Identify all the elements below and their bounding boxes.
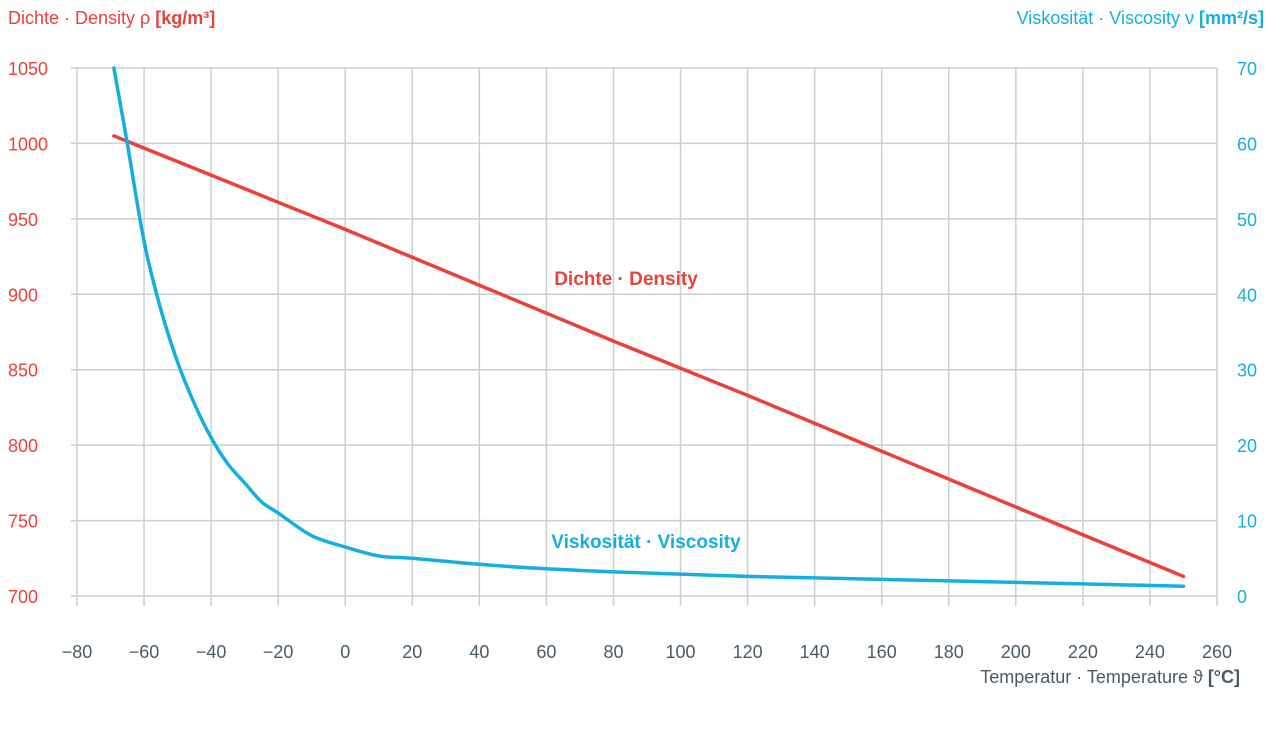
x-axis-title-text: Temperatur · Temperature ϑ [980, 667, 1208, 687]
x-axis-ticks: −80 −60 −40 −20 0 20 40 60 80 100 120 140 160 180 200 2… [62, 642, 1232, 662]
right-tick-label: 30 [1237, 361, 1257, 381]
right-axis-title-unit: [mm²/s] [1199, 8, 1264, 28]
left-tick-label: 900 [8, 285, 38, 305]
right-axis-ticks: 0 10 20 30 40 50 60 70 [1237, 59, 1257, 607]
left-axis-ticks: 700 750 800 850 900 950 1000 1050 [8, 59, 48, 607]
right-tick-label: 0 [1237, 587, 1247, 607]
x-tick-label: 220 [1068, 642, 1098, 662]
right-tick-label: 10 [1237, 512, 1257, 532]
right-axis-title: Viskosität · Viscosity ν [mm²/s] [1017, 8, 1264, 28]
x-tick-label: 120 [733, 642, 763, 662]
left-axis-title-text: Dichte · Density ρ [8, 8, 155, 28]
series-layer [112, 66, 1186, 588]
right-tick-label: 50 [1237, 210, 1257, 230]
right-tick-label: 60 [1237, 134, 1257, 154]
density-series-label: Dichte · Density [554, 269, 698, 290]
right-tick-label: 70 [1237, 59, 1257, 79]
x-tick-label: 20 [402, 642, 422, 662]
right-tick-label: 20 [1237, 436, 1257, 456]
viscosity-series-label: Viskosität · Viscosity [551, 532, 741, 553]
grid [71, 67, 1218, 606]
x-axis-title-unit: [°C] [1208, 667, 1240, 687]
x-tick-label: 0 [340, 642, 350, 662]
x-tick-label: 180 [934, 642, 964, 662]
right-tick-label: 40 [1237, 285, 1257, 305]
x-tick-label: 60 [536, 642, 556, 662]
x-tick-label: 140 [800, 642, 830, 662]
x-tick-label: −20 [263, 642, 294, 662]
x-tick-label: 160 [867, 642, 897, 662]
x-tick-label: 40 [469, 642, 489, 662]
left-axis-title: Dichte · Density ρ [kg/m³] [8, 8, 215, 28]
left-tick-label: 700 [8, 587, 38, 607]
left-axis-title-unit: [kg/m³] [155, 8, 215, 28]
left-tick-label: 1000 [8, 134, 48, 154]
viscosity-series-line [112, 66, 1186, 588]
x-tick-label: 240 [1135, 642, 1165, 662]
x-axis-title: Temperatur · Temperature ϑ [°C] [980, 667, 1240, 687]
x-tick-label: −60 [129, 642, 160, 662]
x-tick-label: 100 [666, 642, 696, 662]
left-tick-label: 850 [8, 361, 38, 381]
density-series-line [112, 134, 1186, 579]
x-tick-label: −40 [196, 642, 227, 662]
x-tick-label: 80 [603, 642, 623, 662]
left-tick-label: 750 [8, 512, 38, 532]
x-tick-label: −80 [62, 642, 93, 662]
left-tick-label: 1050 [8, 59, 48, 79]
left-tick-label: 800 [8, 436, 38, 456]
right-axis-title-text: Viskosität · Viscosity ν [1017, 8, 1199, 28]
left-tick-label: 950 [8, 210, 38, 230]
x-tick-label: 260 [1202, 642, 1232, 662]
x-tick-label: 200 [1001, 642, 1031, 662]
